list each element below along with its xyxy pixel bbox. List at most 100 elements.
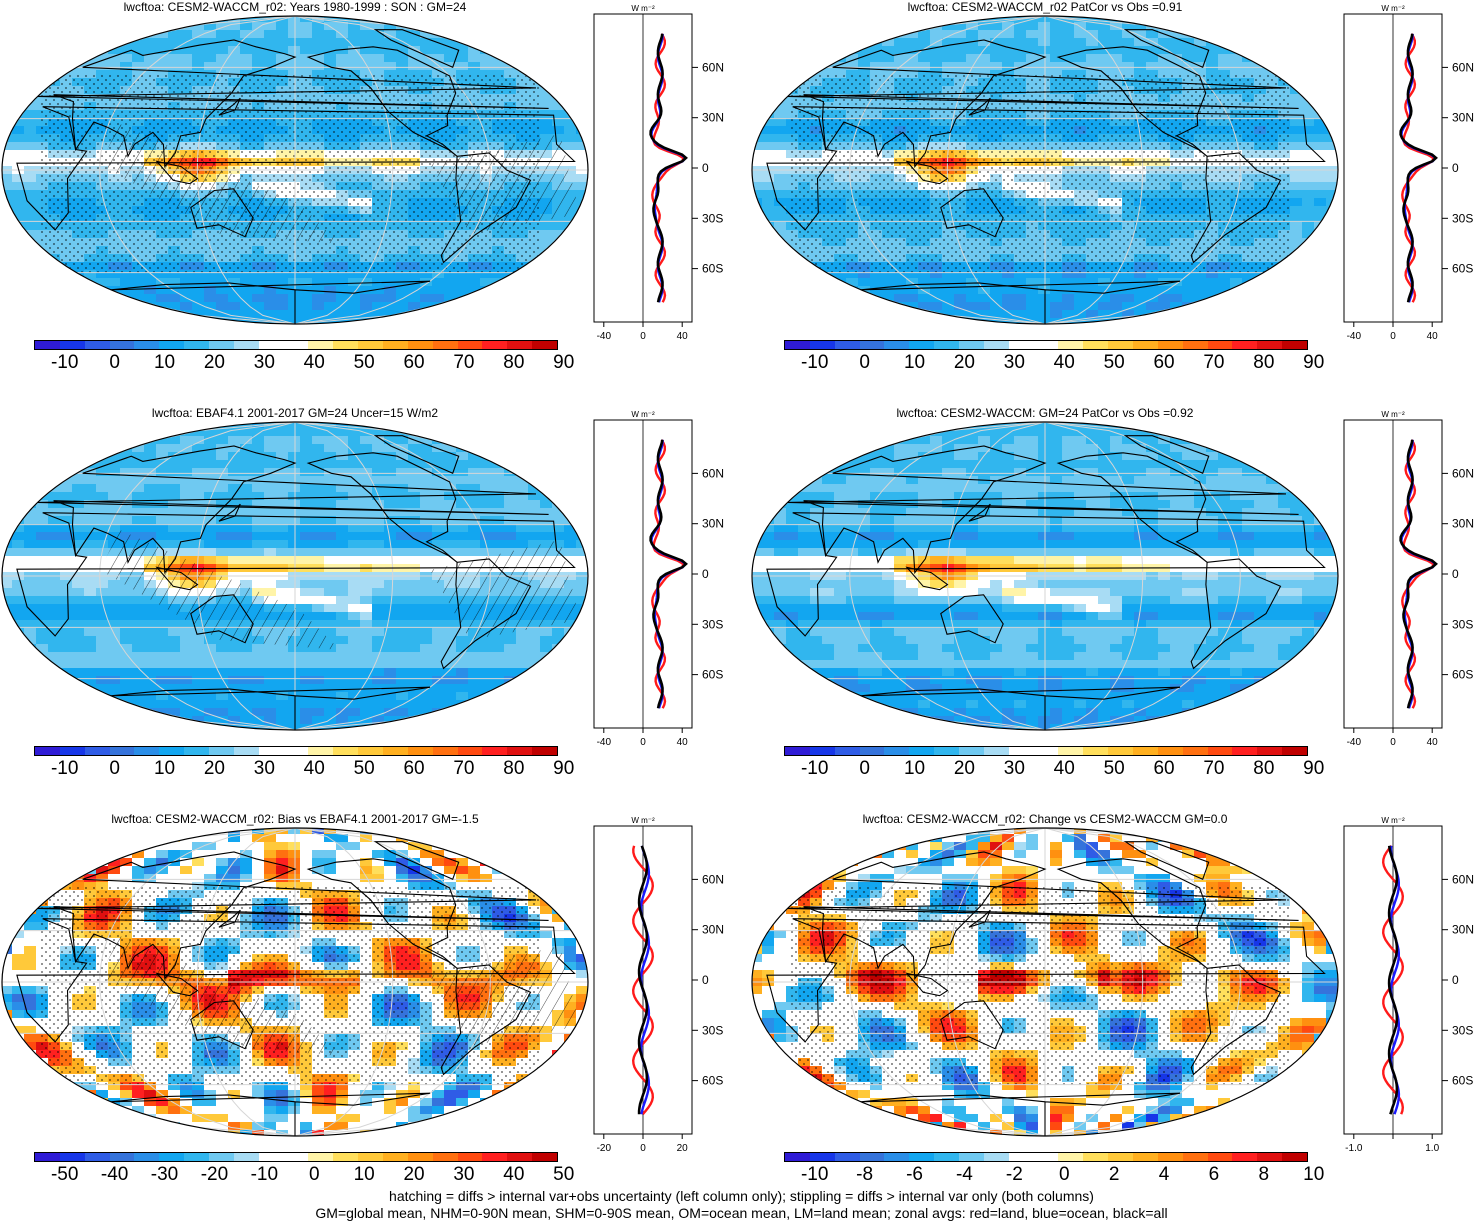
color-bar-label: 40 — [1053, 758, 1075, 779]
lat-label: 0 — [702, 973, 709, 987]
map-title: lwcftoa: CESM2-WACCM: GM=24 PatCor vs Ob… — [896, 406, 1194, 420]
zonal-units: W m⁻² — [631, 816, 655, 825]
x-tick-label: 40 — [1427, 331, 1439, 340]
color-bar-label: 90 — [553, 758, 575, 779]
longitude-gridline — [294, 16, 491, 324]
x-tick-label: 1.0 — [1425, 1143, 1439, 1152]
color-bar-swatch — [308, 341, 334, 349]
coastline-africa — [766, 918, 1326, 1043]
lat-label: 30S — [1452, 617, 1473, 631]
color-bar-swatch — [785, 747, 810, 755]
color-bar-swatch — [1257, 341, 1283, 349]
color-bar-label: 20 — [203, 352, 225, 373]
color-bar-label: 90 — [1303, 758, 1325, 779]
coastline-africa — [16, 512, 576, 637]
coastline-africa — [766, 106, 1326, 231]
coastline-greenland — [1123, 29, 1210, 69]
color-bar-swatch — [209, 747, 234, 755]
panel-change: lwcftoa: CESM2-WACCM_r02: Change vs CESM… — [750, 812, 1483, 1192]
color-bar-swatch — [1008, 341, 1034, 349]
coastline-antarctica — [860, 1092, 1181, 1136]
color-bar-label: -10 — [800, 352, 829, 373]
lat-label: 30S — [1452, 211, 1473, 225]
lat-label: 30S — [702, 211, 723, 225]
coastline-namerica — [1056, 46, 1208, 157]
x-tick-label: -40 — [1347, 737, 1362, 746]
longitude-gridline — [196, 16, 296, 324]
coastline-australia — [190, 594, 254, 644]
color-bar-swatch — [834, 747, 860, 755]
color-bar-swatch — [909, 341, 935, 349]
color-bar-label: 40 — [1053, 352, 1075, 373]
x-tick-label: 40 — [677, 737, 689, 746]
map-border — [1, 421, 589, 731]
color-bar-swatch — [859, 341, 885, 349]
color-bar-swatch — [482, 341, 508, 349]
world-map — [1, 421, 589, 731]
lat-label: 0 — [702, 161, 709, 175]
coastline-namerica — [306, 858, 458, 969]
color-bar-label: -6 — [906, 1164, 923, 1185]
zonal-curve-all — [649, 33, 688, 303]
color-bar-swatch — [1033, 747, 1059, 755]
color-bar-swatch — [333, 1153, 359, 1161]
x-tick-label: 0 — [640, 1143, 646, 1152]
color-bar-label: 10 — [153, 352, 176, 373]
color-bar-label: 30 — [1003, 352, 1025, 373]
coastline-eurasia — [37, 851, 549, 981]
zonal-mean-plot: W m⁻² 60N 30N 0 30S 60S -40 0 40 — [593, 410, 724, 746]
color-bar-swatch — [983, 1153, 1009, 1161]
color-bar-swatch — [283, 1153, 309, 1161]
color-bar-label: 80 — [1253, 758, 1275, 779]
color-bar-labels: -50 -40 -30 -20 -10 0 10 20 30 40 50 — [34, 1164, 574, 1190]
color-bar-label: -10 — [50, 352, 79, 373]
color-bar-swatch — [1058, 747, 1084, 755]
color-bar-swatch — [59, 341, 85, 349]
color-bar-swatch — [1058, 341, 1084, 349]
color-bar-swatch — [134, 747, 160, 755]
color-bar-swatch — [1282, 1153, 1308, 1161]
color-bar-swatch — [383, 341, 408, 349]
coastline-australia — [940, 188, 1004, 238]
coastline-australia — [940, 594, 1004, 644]
color-bar-label: -30 — [150, 1164, 179, 1185]
color-bar-label: 0 — [308, 1164, 320, 1185]
color-bar-swatch — [308, 1153, 334, 1161]
panel-model-mean: lwcftoa: CESM2-WACCM_r02: Years 1980-199… — [0, 0, 750, 400]
zonal-mean-plot: W m⁻² 60N 30N 0 30S 60S -40 0 40 — [1343, 4, 1474, 340]
color-bar-swatch — [35, 341, 60, 349]
color-bar-label: -20 — [200, 1164, 229, 1185]
color-bar-swatch — [407, 1153, 433, 1161]
color-bar-swatch — [1133, 747, 1158, 755]
color-bar-label: 0 — [859, 758, 870, 779]
longitude-gridline — [1044, 16, 1144, 324]
coastline-indonesia — [155, 566, 199, 591]
color-bar-swatch — [532, 341, 558, 349]
map-border — [1, 15, 589, 325]
coastline-japan — [968, 909, 991, 928]
zonal-units: W m⁻² — [1381, 4, 1405, 13]
coastline-japan — [218, 503, 241, 522]
color-bar-swatch — [1282, 747, 1308, 755]
coastline-japan — [218, 909, 241, 928]
coastline-antarctica — [860, 686, 1181, 730]
color-bar-swatch — [1207, 1153, 1233, 1161]
color-bar-swatch — [233, 341, 259, 349]
zonal-mean-plot: W m⁻² 60N 30N 0 30S 60S -1.0 1.0 — [1343, 816, 1474, 1152]
color-bar-swatch — [209, 1153, 234, 1161]
zonal-mean-plot: W m⁻² 60N 30N 0 30S 60S -40 0 40 — [593, 4, 724, 340]
coastline-namerica — [1056, 858, 1208, 969]
coastline-samerica — [1190, 964, 1282, 1076]
color-bar-swatch — [109, 747, 135, 755]
lat-label: 60N — [702, 60, 724, 74]
color-bar-swatch — [333, 341, 359, 349]
color-bar-swatch — [859, 747, 885, 755]
color-bar-swatch — [233, 1153, 259, 1161]
color-bar-labels: -10 0 10 20 30 40 50 60 70 80 90 — [784, 758, 1324, 784]
color-bar-label: 60 — [1153, 758, 1175, 779]
color-bar-swatch — [1232, 1153, 1258, 1161]
color-bar-label: 10 — [353, 1164, 375, 1185]
color-bar-swatch — [983, 747, 1009, 755]
color-bar-swatch — [1058, 1153, 1084, 1161]
color-bar-swatch — [934, 341, 960, 349]
